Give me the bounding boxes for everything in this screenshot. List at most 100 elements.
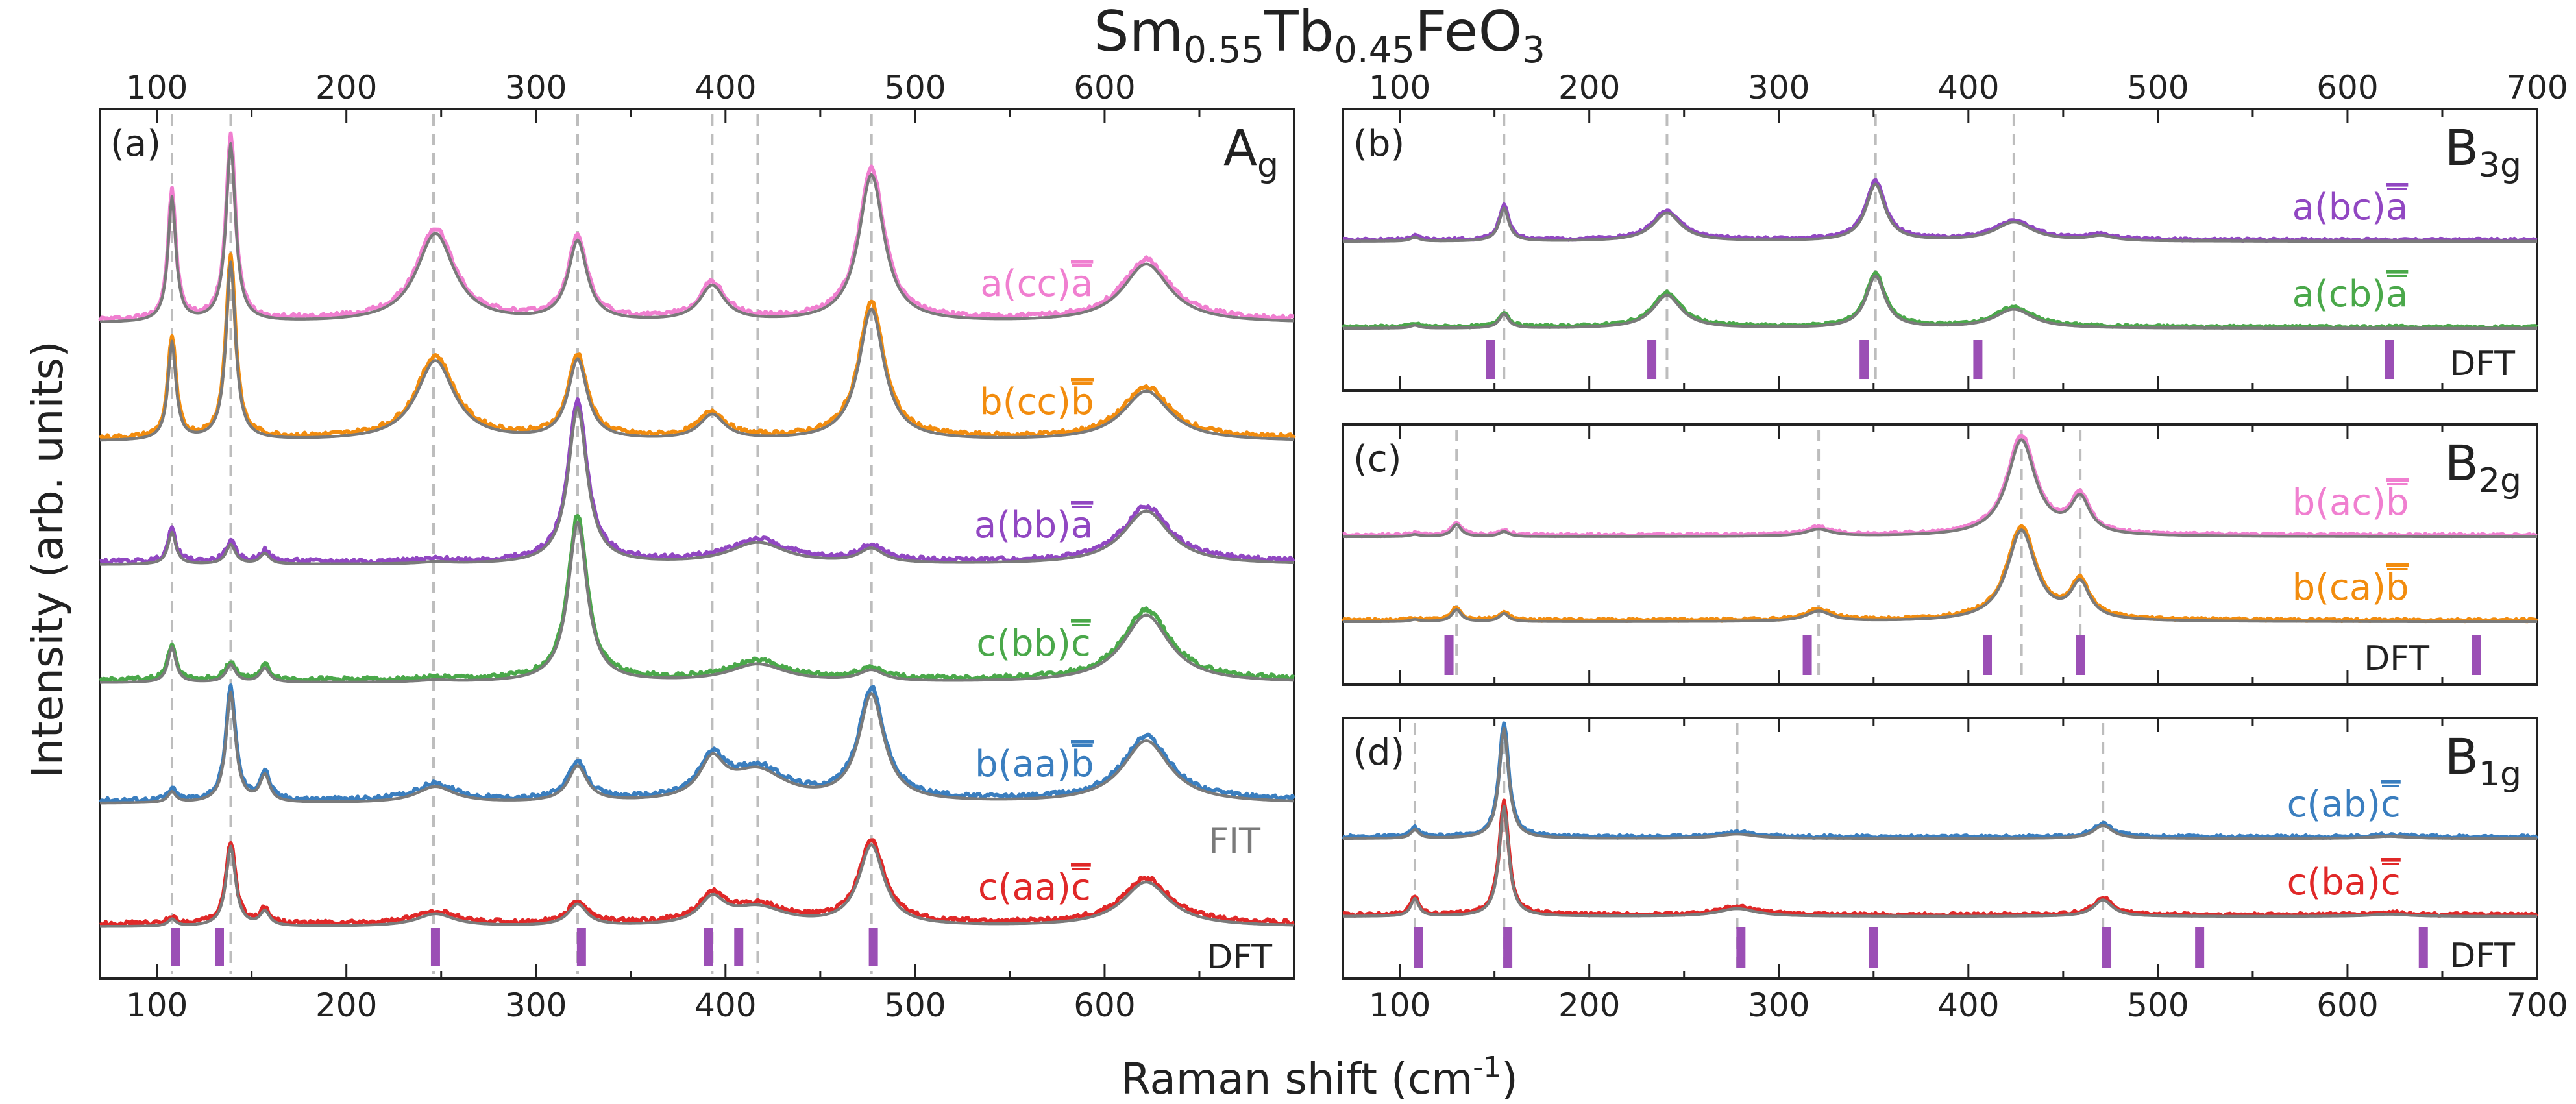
top-tick-label: 200 — [315, 69, 377, 106]
fit-line — [100, 260, 1295, 442]
series-line-cbb — [99, 514, 1295, 683]
series-label: a(cc) — [980, 263, 1071, 305]
dft-mark — [576, 928, 586, 966]
mode-label: B3g — [2445, 119, 2521, 185]
mode-label: Ag — [1223, 119, 1279, 185]
series-label: c(aa) — [978, 866, 1071, 909]
dft-mark — [704, 928, 713, 966]
y-axis-label: Intensity (arb. units) — [23, 341, 73, 778]
figure-title: Sm0.55Tb0.45FeO3 — [1094, 0, 1545, 71]
series-label-bar: a — [2386, 186, 2408, 228]
top-tick-label: 500 — [884, 69, 946, 106]
dft-mark — [1859, 340, 1869, 379]
bottom-tick-label: 100 — [126, 987, 188, 1024]
top-tick-label: 600 — [2316, 69, 2378, 106]
dft-mark — [1444, 635, 1454, 675]
series-line-cab — [1341, 721, 2539, 840]
panel-d: 100 200 300 400 500 600 700 (d) B1g c(ab) cc(ba) c D… — [1341, 717, 2568, 1024]
dft-mark — [1736, 927, 1746, 968]
top-tick-label: 300 — [505, 69, 567, 106]
series-label-bar: a — [1071, 263, 1093, 305]
series-label-bar: a — [2386, 273, 2408, 315]
series-label: c(ba) — [2287, 861, 2381, 903]
panel-frame — [1342, 717, 2538, 980]
bottom-tick-label: 300 — [1748, 987, 1809, 1024]
fit-line — [1343, 182, 2537, 243]
panel-frame — [99, 108, 1295, 980]
series-label-bar: b — [1071, 381, 1094, 423]
top-tick-label: 600 — [1073, 69, 1135, 106]
series-line-acb — [1342, 270, 2538, 330]
x-axis-label: Raman shift (cm-1) — [1121, 1051, 1518, 1104]
series-label: b(aa) — [975, 743, 1071, 785]
dft-mark — [1647, 340, 1657, 379]
series-label-bar: c — [1071, 866, 1091, 909]
fit-label: FIT — [1208, 820, 1261, 861]
top-tick-label: 100 — [1369, 69, 1430, 106]
dft-mark — [2418, 927, 2428, 968]
series-label: b(cc) — [979, 381, 1071, 423]
dft-mark — [868, 928, 878, 966]
series-label: c(ab) — [2287, 783, 2381, 826]
dft-mark — [430, 928, 440, 966]
series-label: b(ca) — [2292, 567, 2386, 609]
dft-mark — [1414, 927, 1423, 968]
panel-label: (c) — [1353, 438, 1401, 480]
fit-line — [1343, 274, 2537, 330]
panel-label: (a) — [110, 123, 161, 165]
dft-mark — [1983, 635, 1993, 675]
dft-mark — [1503, 927, 1513, 968]
fit-line — [100, 406, 1294, 566]
series-label-bar: c — [2381, 861, 2401, 903]
dft-label: DFT — [2449, 345, 2515, 384]
series-line-acc — [98, 131, 1295, 323]
fit-line — [100, 521, 1295, 684]
bottom-tick-label: 300 — [505, 987, 567, 1024]
top-tick-label: 700 — [2506, 69, 2568, 106]
series-label-bar: b — [1071, 743, 1094, 785]
fit-line — [99, 141, 1295, 324]
panel-label: (d) — [1353, 731, 1405, 774]
top-tick-label: 500 — [2127, 69, 2189, 106]
fit-line — [1343, 726, 2537, 840]
bottom-tick-label: 100 — [1369, 987, 1430, 1024]
fit-line — [100, 691, 1295, 805]
bottom-tick-label: 200 — [1558, 987, 1620, 1024]
series-line-bcc — [98, 252, 1296, 441]
series-label: c(bb) — [976, 622, 1071, 665]
series-label-bar: c — [1071, 622, 1091, 665]
dft-label: DFT — [2364, 639, 2429, 678]
dft-label: DFT — [2449, 937, 2515, 975]
dft-mark — [1802, 635, 1812, 675]
bottom-tick-label: 600 — [1073, 987, 1135, 1024]
top-tick-label: 300 — [1748, 69, 1809, 106]
bottom-tick-label: 500 — [884, 987, 946, 1024]
series-label: b(ac) — [2292, 482, 2386, 524]
dft-mark — [171, 928, 180, 966]
bottom-tick-label: 500 — [2127, 987, 2189, 1024]
series-line-caa — [99, 838, 1295, 928]
bottom-tick-label: 200 — [315, 987, 377, 1024]
series-label-bar: a — [1071, 504, 1093, 546]
fit-line — [100, 843, 1294, 928]
dft-mark — [1486, 340, 1495, 379]
series-label-bar: b — [2386, 482, 2409, 524]
panel-a: 100 200 300 400 500 600 100 200 300 400 500 600 (a) A… — [98, 69, 1296, 1024]
fit-line — [1343, 804, 2537, 918]
dft-mark — [2472, 635, 2481, 675]
bottom-tick-label: 700 — [2506, 987, 2568, 1024]
series-label-bar: c — [2381, 783, 2401, 826]
series-label: a(bc) — [2292, 186, 2386, 228]
mode-label: B2g — [2445, 434, 2521, 500]
top-tick-label: 200 — [1558, 69, 1620, 106]
bottom-tick-label: 400 — [694, 987, 756, 1024]
fit-line — [1343, 528, 2537, 624]
top-tick-label: 400 — [1937, 69, 1999, 106]
dft-mark — [2385, 340, 2394, 379]
panel-frame — [1342, 108, 2538, 392]
top-tick-label: 100 — [126, 69, 188, 106]
panel-frame — [1342, 423, 2538, 686]
